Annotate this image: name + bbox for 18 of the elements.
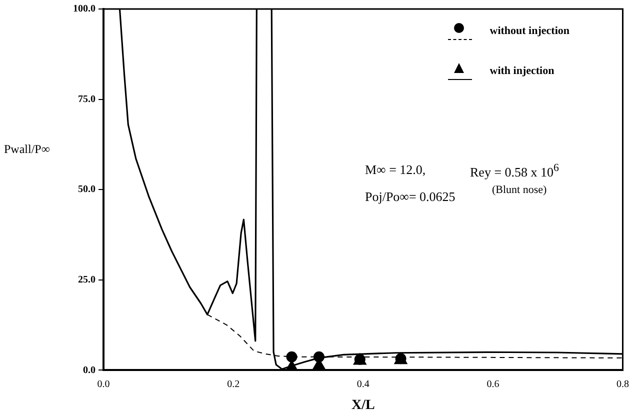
legend-label: with injection xyxy=(490,65,554,77)
y-tick-label: 100.0 xyxy=(73,4,96,15)
y-tick-label: 75.0 xyxy=(78,94,96,105)
annotation: (Blunt nose) xyxy=(492,184,547,196)
y-tick-label: 50.0 xyxy=(78,184,96,196)
annotation: Rey = 0.58 x 10$^{6}$ xyxy=(470,162,559,180)
legend-label: without injection xyxy=(490,25,570,37)
y-tick-label: 25.0 xyxy=(78,274,96,286)
x-axis-title: X/L xyxy=(351,398,375,414)
x-tick-label: 0.6 xyxy=(486,378,500,390)
x-tick-label: 0.2 xyxy=(227,378,240,390)
x-tick-label: 0.0 xyxy=(97,378,110,390)
y-axis-title: Pwall/P∞ xyxy=(4,142,50,157)
x-tick-label: 0.4 xyxy=(356,378,370,390)
annotation: Poj/Po∞= 0.0625 xyxy=(365,189,456,205)
annotation: M∞ = 12.0, xyxy=(365,162,426,178)
x-tick-label: 0.8 xyxy=(616,378,629,390)
y-tick-label: 0.0 xyxy=(83,364,96,376)
